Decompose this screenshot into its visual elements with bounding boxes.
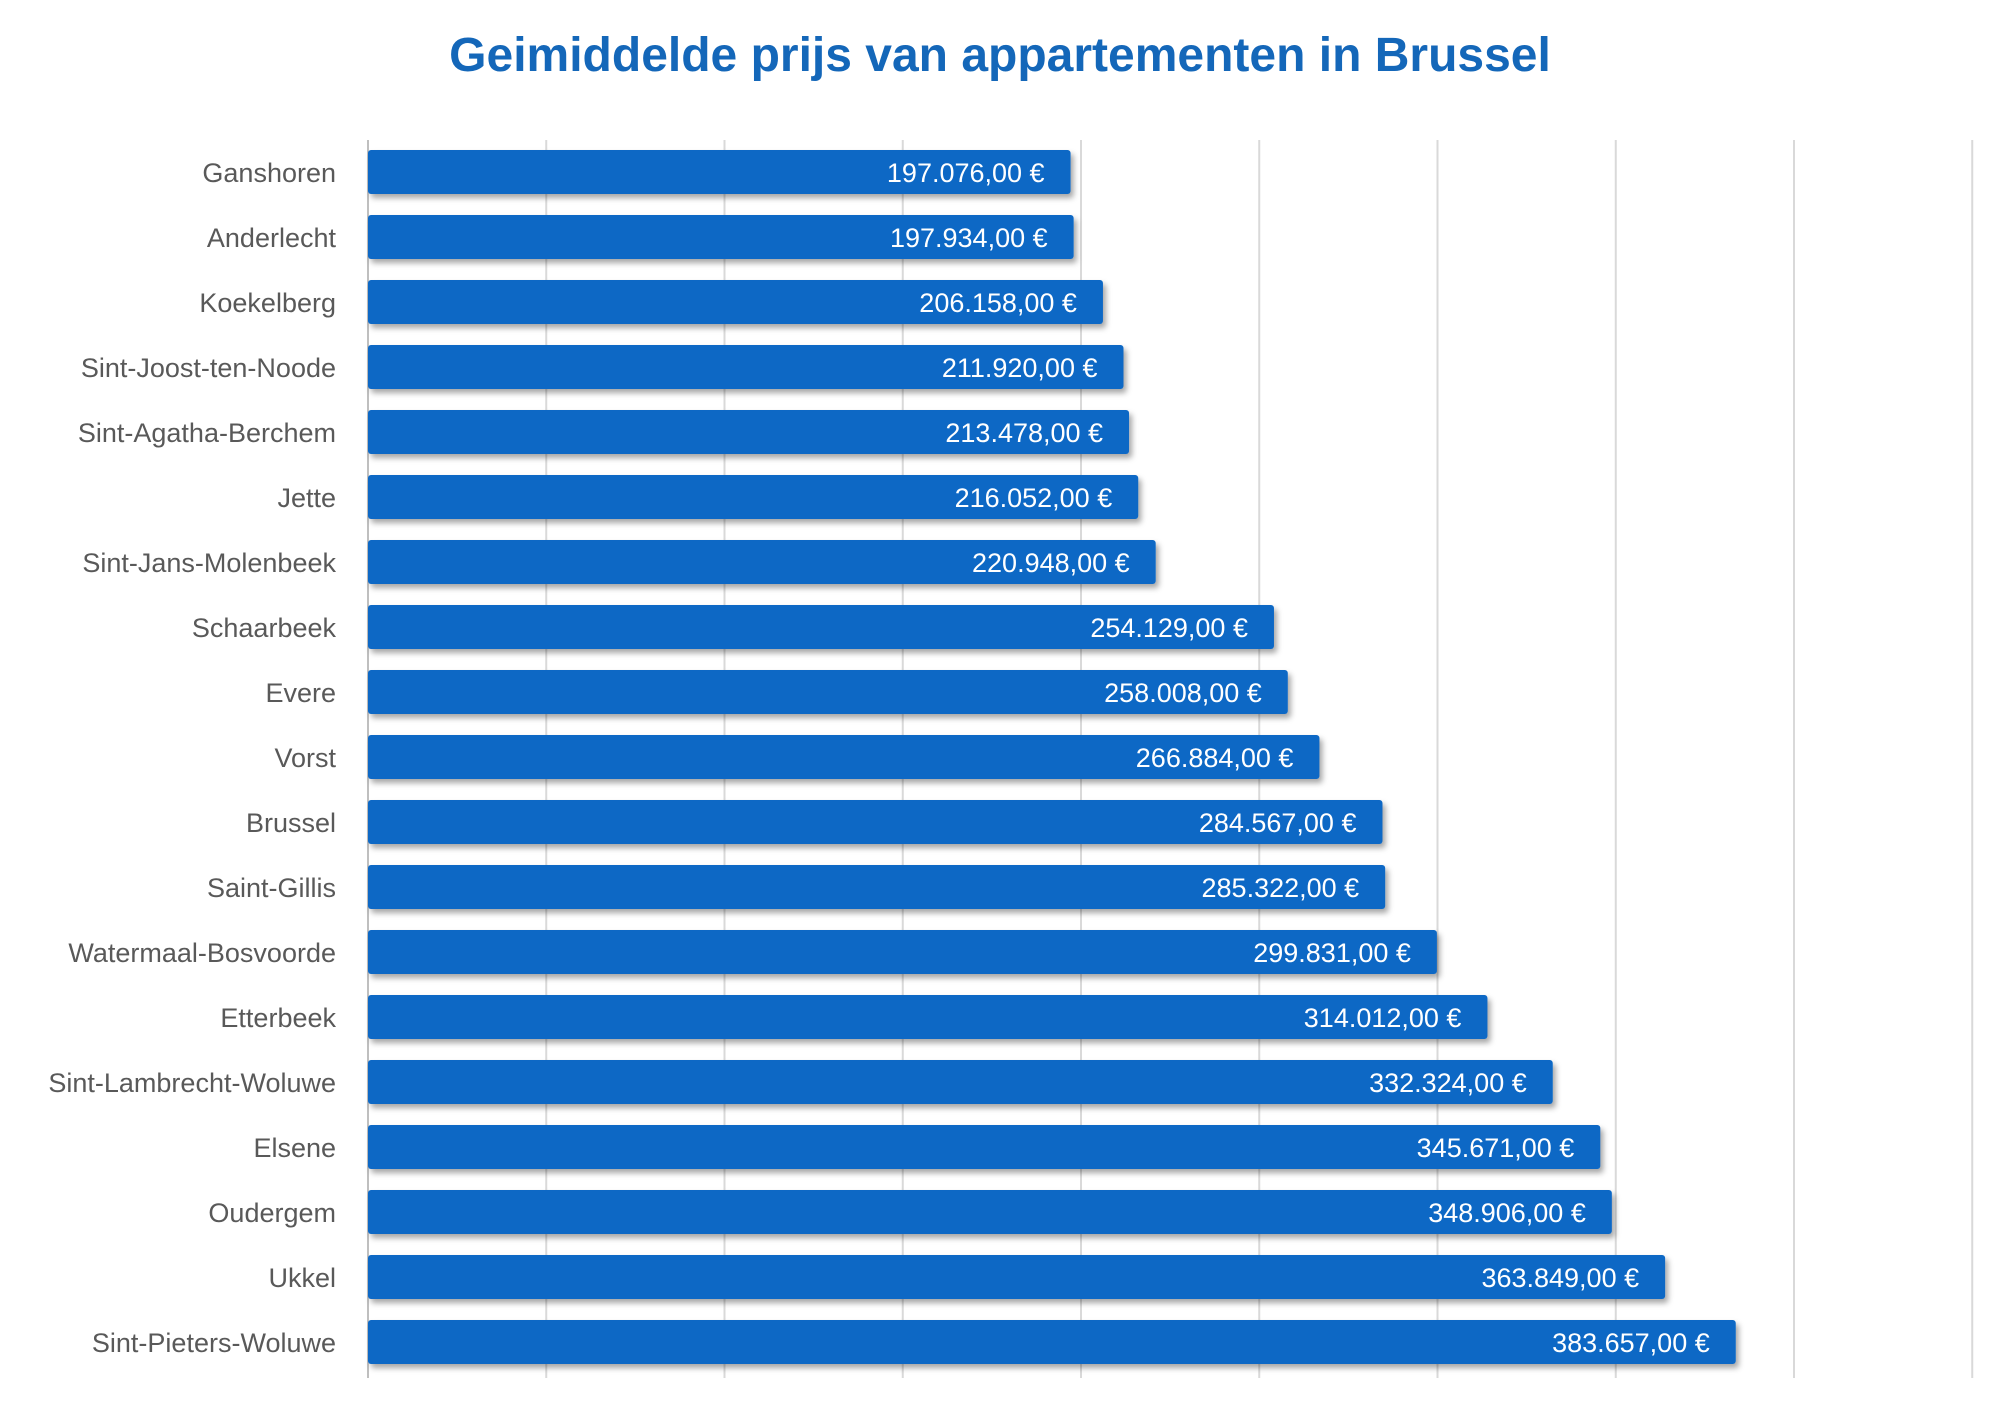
bar xyxy=(368,540,1156,584)
category-label: Jette xyxy=(277,483,336,513)
bar xyxy=(368,865,1386,909)
category-label: Brussel xyxy=(246,808,336,838)
data-label: 332.324,00 € xyxy=(1369,1068,1527,1098)
data-label: 284.567,00 € xyxy=(1199,808,1357,838)
category-label: Anderlecht xyxy=(207,223,337,253)
bar xyxy=(368,670,1288,714)
data-label: 254.129,00 € xyxy=(1090,613,1248,643)
data-label: 216.052,00 € xyxy=(955,483,1113,513)
data-label: 348.906,00 € xyxy=(1428,1198,1586,1228)
bar xyxy=(368,215,1074,259)
bar xyxy=(368,605,1274,649)
category-label: Koekelberg xyxy=(199,288,336,318)
data-label: 213.478,00 € xyxy=(945,418,1103,448)
bar xyxy=(368,475,1139,519)
bar xyxy=(368,1320,1736,1364)
labels: Ganshoren 197.076,00 € Anderlecht 197.934,0… xyxy=(48,158,1709,1358)
data-label: 211.920,00 € xyxy=(942,353,1098,383)
data-label: 197.076,00 € xyxy=(887,158,1045,188)
bar xyxy=(368,1125,1601,1169)
data-label: 299.831,00 € xyxy=(1253,938,1411,968)
data-label: 345.671,00 € xyxy=(1417,1133,1575,1163)
bar xyxy=(368,800,1383,844)
bar xyxy=(368,1190,1612,1234)
bar xyxy=(368,995,1488,1039)
data-label: 314.012,00 € xyxy=(1304,1003,1462,1033)
bar xyxy=(368,1060,1553,1104)
category-label: Sint-Jans-Molenbeek xyxy=(82,548,336,578)
data-label: 266.884,00 € xyxy=(1136,743,1294,773)
bars xyxy=(368,150,1736,1364)
bar xyxy=(368,1255,1666,1299)
category-label: Ganshoren xyxy=(202,158,336,188)
bar xyxy=(368,410,1130,454)
category-label: Sint-Agatha-Berchem xyxy=(78,418,336,448)
bar xyxy=(368,280,1103,324)
data-label: 363.849,00 € xyxy=(1481,1263,1639,1293)
data-label: 285.322,00 € xyxy=(1202,873,1360,903)
category-label: Watermaal-Bosvoorde xyxy=(68,938,336,968)
category-label: Oudergem xyxy=(208,1198,336,1228)
category-label: Etterbeek xyxy=(220,1003,336,1033)
bar xyxy=(368,930,1437,974)
data-label: 197.934,00 € xyxy=(890,223,1048,253)
bar xyxy=(368,150,1071,194)
category-label: Vorst xyxy=(274,743,336,773)
chart-title: Geimiddelde prijs van appartementen in B… xyxy=(449,29,1551,82)
data-label: 206.158,00 € xyxy=(919,288,1077,318)
data-label: 383.657,00 € xyxy=(1552,1328,1710,1358)
category-label: Saint-Gillis xyxy=(207,873,336,903)
bar xyxy=(368,735,1320,779)
category-label: Elsene xyxy=(253,1133,336,1163)
category-label: Schaarbeek xyxy=(192,613,337,643)
category-label: Evere xyxy=(265,678,336,708)
category-label: Sint-Lambrecht-Woluwe xyxy=(48,1068,336,1098)
category-label: Sint-Pieters-Woluwe xyxy=(92,1328,336,1358)
data-label: 220.948,00 € xyxy=(972,548,1130,578)
category-label: Sint-Joost-ten-Noode xyxy=(81,353,336,383)
category-label: Ukkel xyxy=(268,1263,336,1293)
bar xyxy=(368,345,1124,389)
data-label: 258.008,00 € xyxy=(1104,678,1262,708)
